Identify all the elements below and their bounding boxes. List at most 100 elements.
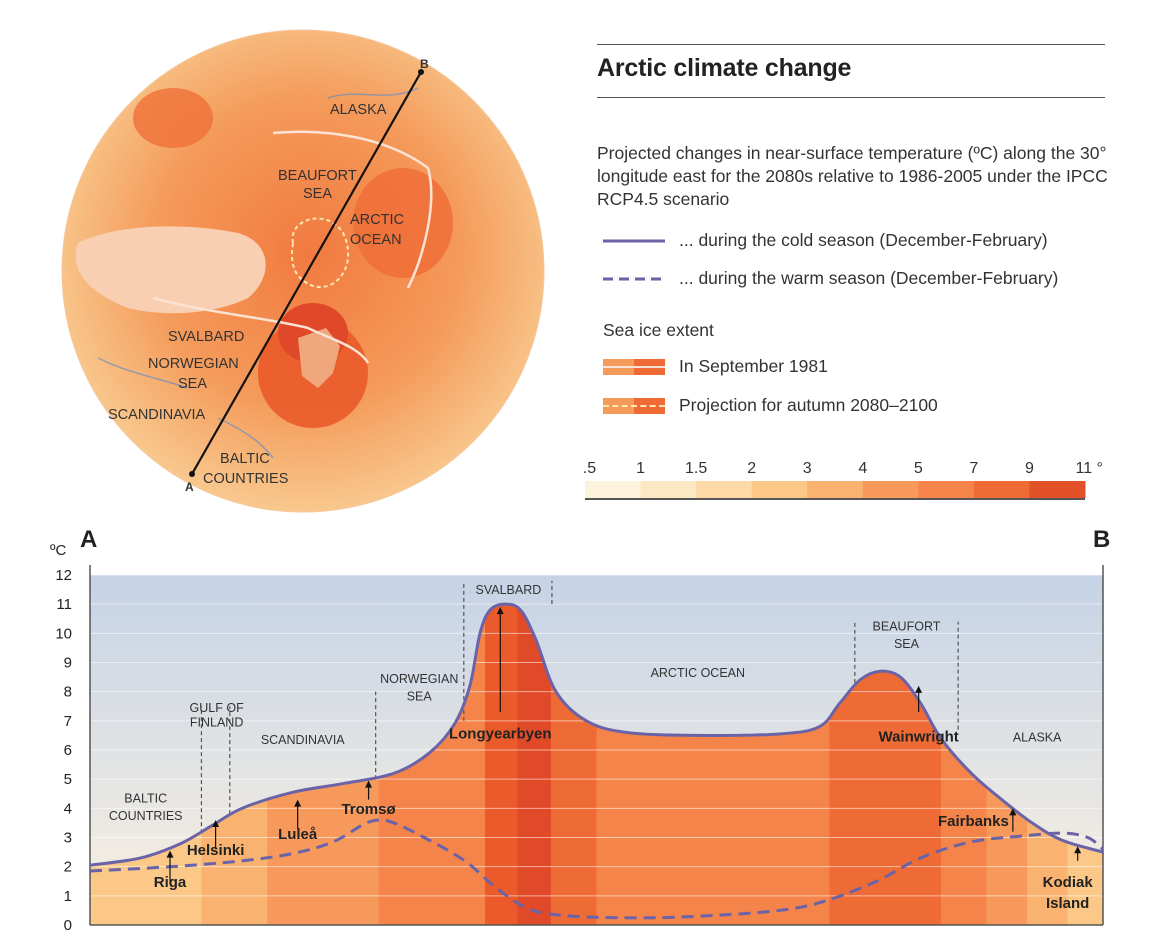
annotation-arrowhead [915,685,923,693]
legend-cold-label: ... during the cold season (December-Feb… [679,230,1048,250]
map-label-norwegian-sea: SEA [178,376,207,392]
sea-ice-heading: Sea ice extent [603,320,714,340]
region-label: SEA [407,689,433,703]
description: Projected changes in near-surface temper… [597,143,1108,209]
legend-cold: ... during the cold season (December-Feb… [603,230,1048,251]
map-label-beaufort-sea: SEA [303,186,332,202]
color-scale-swatch [973,481,1030,498]
map-label-baltic: BALTIC [220,451,270,467]
color-scale-label: 1.5 [685,460,707,477]
sea-ice-1981-outline [152,130,433,364]
map-label-svalbard: SVALBARD [168,329,244,345]
color-scale: 0.5 1 1.5 2 3 4 5 7 9 11 °C [583,460,1103,500]
y-tick-label: 12 [55,567,72,584]
map-label-scandinavia: SCANDINAVIA [108,407,206,423]
color-scale-label: 5 [914,460,923,477]
annotation-arrowhead [212,820,220,827]
solid-line-swatch [603,239,665,242]
y-tick-label: 9 [64,655,72,672]
color-scale-label: 11 °C [1075,460,1103,477]
temperature-band [485,604,518,925]
map-label-beaufort: BEAUFORT [278,168,357,184]
y-tick-label: 0 [64,917,72,934]
y-tick-label: 8 [64,684,72,701]
region-label: BEAUFORT [873,619,941,633]
color-scale-label: 7 [969,460,978,477]
point-a-label: A [80,526,97,553]
annotation-label: Riga [154,874,187,891]
color-scale-label: 2 [747,460,756,477]
color-scale-swatch [751,481,808,498]
legend-ice-projection: Projection for autumn 2080–2100 [603,395,938,416]
color-scale-swatch [807,481,864,498]
color-scale-swatch [585,481,642,498]
annotation-arrowhead [166,850,174,858]
region-label: BALTIC [124,792,167,806]
annotation-arrowhead [294,799,302,807]
region-label: GULF OF [190,701,245,715]
map-label-alaska: ALASKA [330,102,387,118]
legend-ice-projection-label: Projection for autumn 2080–2100 [679,395,938,415]
annotation-arrowhead [1009,808,1017,816]
map-label-arctic-ocean: OCEAN [350,232,402,248]
map-point-b: B [420,57,429,71]
y-tick-label: 7 [64,713,72,730]
region-label: ARCTIC OCEAN [651,666,745,680]
annotation-arrowhead [496,607,504,615]
map-point-a: A [185,480,194,494]
y-tick-label: 1 [64,888,72,905]
legend-ice-1981: In September 1981 [603,356,828,377]
dashed-line-swatch [603,277,665,280]
transect-line [191,71,422,475]
region-label: SVALBARD [475,583,541,597]
map-label-baltic-countries: COUNTRIES [203,471,288,487]
color-scale-swatch [918,481,975,498]
series-cold-line [89,602,1104,867]
arctic-map: A B ALASKA BEAUFORT SEA ARCTIC OCEAN SVA… [61,29,545,513]
greenland-shape [75,226,266,314]
y-tick-label: 2 [64,859,72,876]
y-tick-label: 10 [55,625,72,642]
y-tick-label: 6 [64,742,72,759]
region-label: SEA [894,637,920,651]
color-scale-label: 3 [803,460,812,477]
svalbard-shape [298,328,340,388]
legend-warm-label: ... during the warm season (December-Feb… [679,268,1059,288]
y-tick-label: 11 [56,596,72,613]
y-tick-label: 3 [64,830,72,847]
color-scale-swatch [640,481,697,498]
annotation-label: Luleå [278,826,318,843]
title-rule-top [597,44,1105,45]
color-scale-label: 0.5 [583,460,596,477]
y-tick-label: 4 [64,800,72,817]
legend-warm: ... during the warm season (December-Feb… [603,268,1058,289]
ice-1981-swatch [603,358,665,375]
page-title: Arctic climate change [597,54,852,82]
annotation-label: Kodiak [1043,874,1094,891]
annotation-label: Longyearbyen [449,725,552,742]
title-rule-bottom [597,97,1105,98]
annotation-label: Wainwright [878,728,958,745]
color-scale-swatch [862,481,919,498]
color-scale-label: 1 [636,460,645,477]
series-warm-line [89,818,1104,920]
color-scale-swatch [1029,481,1086,498]
color-scale-label: 4 [858,460,867,477]
point-b-label: B [1093,526,1110,553]
annotation-label: Tromsø [341,801,396,818]
annotation-label: Island [1046,895,1089,912]
annotation-label: Helsinki [187,842,245,859]
map-hotspot [133,88,213,148]
region-label: ALASKA [1013,730,1062,744]
region-label: SCANDINAVIA [261,733,345,747]
y-axis-label: ºC [50,542,66,559]
color-scale-swatch [696,481,753,498]
color-scale-label: 9 [1025,460,1034,477]
map-label-arctic: ARCTIC [350,212,404,228]
annotation-arrowhead [365,780,373,788]
sea-ice-2080-outline [291,217,350,289]
y-tick-label: 5 [64,771,72,788]
legend-ice-1981-label: In September 1981 [679,356,828,376]
region-label: NORWEGIAN [380,672,458,686]
